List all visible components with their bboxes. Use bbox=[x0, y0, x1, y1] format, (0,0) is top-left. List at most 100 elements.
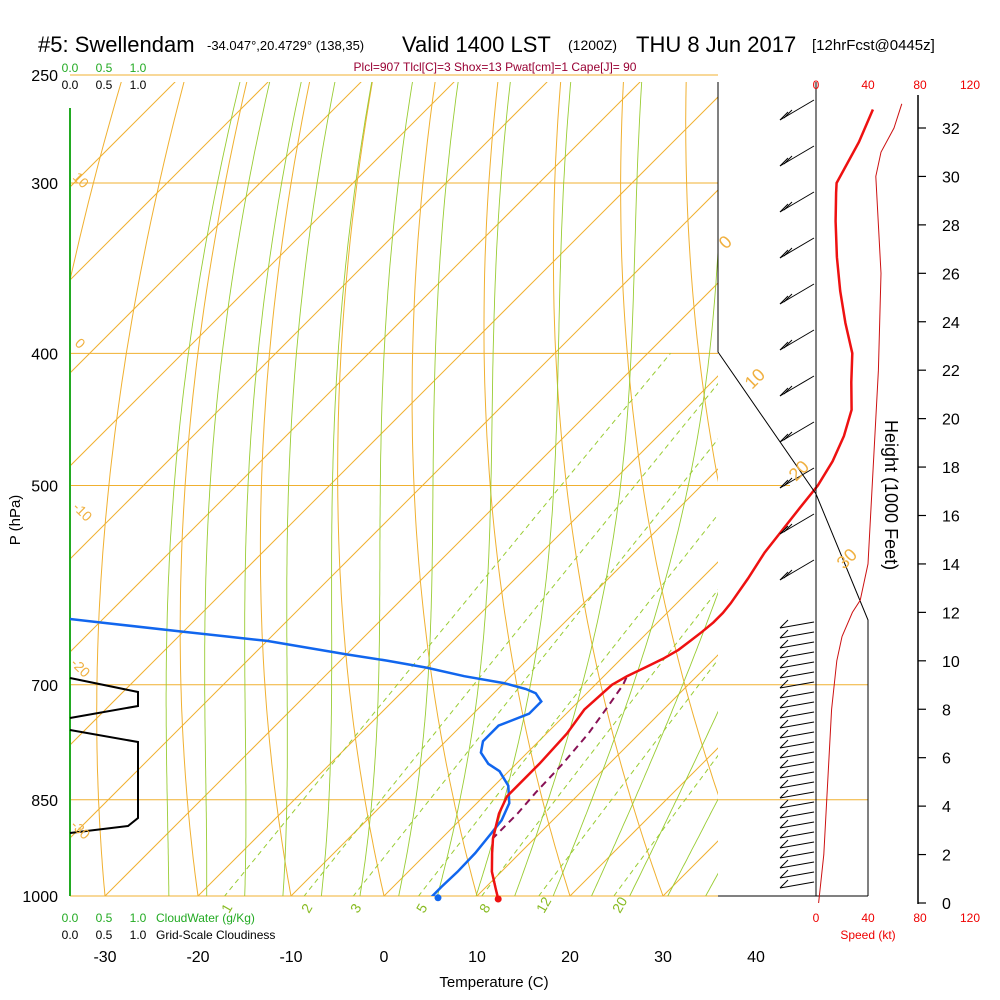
dry-adiabat-0 bbox=[337, 82, 385, 896]
height-tick-32: 32 bbox=[942, 121, 960, 138]
wind-barb bbox=[779, 839, 815, 849]
wind-barb bbox=[779, 809, 815, 819]
mixing-ratio-line-2 bbox=[303, 382, 718, 896]
wind-barb bbox=[779, 145, 815, 167]
cloudiness-tick-bottom-0: 0.0 bbox=[62, 928, 79, 942]
height-tick-16: 16 bbox=[942, 509, 960, 526]
wind-barb bbox=[779, 629, 815, 639]
dry-adiabat-40 bbox=[620, 82, 718, 796]
wind-barb bbox=[779, 819, 815, 829]
station-coords: -34.047°,20.4729° (138,35) bbox=[207, 38, 364, 53]
wind-barb bbox=[779, 769, 815, 779]
adiabat-label-0: 0 bbox=[72, 335, 89, 352]
isotherm--100 bbox=[70, 82, 269, 281]
height-tick-10: 10 bbox=[942, 654, 960, 671]
wind-barb bbox=[779, 669, 815, 679]
speed-tick-bottom-40: 40 bbox=[861, 911, 875, 925]
height-axis-label: Height (1000 Feet) bbox=[881, 420, 901, 570]
moist-adiabat-24 bbox=[591, 591, 718, 896]
wind-barb bbox=[779, 467, 815, 489]
wind-barb bbox=[779, 799, 815, 809]
temperature-axis-label: Temperature (C) bbox=[439, 974, 548, 991]
moist-adiabat-8 bbox=[436, 82, 511, 896]
isotherm-40 bbox=[756, 75, 1000, 896]
cloudiness-profile-lower bbox=[69, 729, 139, 834]
mixing-ratio-lines bbox=[224, 352, 718, 896]
temperature-tick--30: -30 bbox=[93, 949, 116, 966]
isotherm-label-10: 10 bbox=[741, 365, 769, 393]
wind-barb bbox=[779, 559, 815, 581]
wind-barb bbox=[779, 859, 815, 869]
adiabat-label-m30: -30 bbox=[68, 817, 94, 843]
speed-axis-label: Speed (kt) bbox=[840, 928, 895, 942]
isotherm-20 bbox=[569, 747, 718, 896]
moist-adiabat-12 bbox=[475, 82, 572, 896]
temperature-tick--20: -20 bbox=[186, 949, 209, 966]
wind-barb bbox=[779, 649, 815, 659]
height-tick-2: 2 bbox=[942, 848, 951, 865]
cloudiness-profile-upper bbox=[69, 677, 139, 719]
moist-adiabat--8 bbox=[282, 82, 336, 896]
dry-adiabats bbox=[70, 51, 1000, 925]
isotherm--40 bbox=[70, 189, 718, 839]
height-tick-28: 28 bbox=[942, 218, 960, 235]
dry-adiabat-20 bbox=[483, 82, 571, 896]
dry-adiabat--30 bbox=[96, 82, 185, 896]
temperature-tick-0: 0 bbox=[380, 949, 389, 966]
wind-barb bbox=[779, 639, 815, 649]
wind-barb bbox=[779, 99, 815, 121]
wind-barb bbox=[779, 719, 815, 729]
mixing-ratio-line-8 bbox=[481, 588, 718, 896]
speed-axis-top: 0 40 80 120 bbox=[813, 78, 981, 92]
adiabat-label-m10: -10 bbox=[70, 499, 96, 525]
pressure-axis-ticks: 250 300 400 500 700 850 1000 bbox=[22, 68, 58, 906]
speed-tick-top-40: 40 bbox=[861, 78, 875, 92]
isotherm--20 bbox=[197, 375, 718, 896]
height-tick-22: 22 bbox=[942, 363, 960, 380]
dry-adiabat-30 bbox=[552, 82, 664, 896]
dry-adiabat-50 bbox=[685, 82, 718, 483]
pressure-axis-label: P (hPa) bbox=[7, 495, 24, 546]
mixing-ratio-label-12: 12 bbox=[533, 894, 555, 916]
isotherm-labels: 0 10 20 30 10 0 -10 -20 -30 bbox=[68, 169, 861, 843]
moist-adiabat-16 bbox=[514, 82, 643, 896]
utc-time: (1200Z) bbox=[568, 37, 617, 53]
height-tick-24: 24 bbox=[942, 315, 960, 332]
dry-adiabat-70 bbox=[811, 51, 1000, 925]
wind-barb bbox=[779, 329, 815, 351]
wind-barb bbox=[779, 237, 815, 259]
mixing-ratio-line-3 bbox=[352, 438, 718, 896]
height-tick-0: 0 bbox=[942, 896, 951, 913]
isotherm-0 bbox=[383, 561, 718, 896]
cloudiness-label: Grid-Scale Cloudiness bbox=[156, 928, 275, 942]
wind-barb bbox=[779, 779, 815, 789]
isotherm-label-30: 30 bbox=[833, 545, 861, 573]
wind-barb bbox=[779, 689, 815, 699]
temperature-line bbox=[490, 109, 875, 900]
moist-adiabat--16 bbox=[204, 82, 271, 896]
wind-barb bbox=[779, 759, 815, 769]
height-tick-18: 18 bbox=[942, 460, 960, 477]
cloudiness-tick-bottom-1: 1.0 bbox=[130, 928, 147, 942]
cloudwater-scale-bottom: 0.0 0.5 1.0 CloudWater (g/Kg) 0.0 0.5 1.… bbox=[62, 911, 276, 942]
pressure-tick-1000: 1000 bbox=[22, 889, 58, 906]
isotherm--50 bbox=[70, 96, 718, 746]
temperature-tick-20: 20 bbox=[561, 949, 579, 966]
mixing-ratio-label-3: 3 bbox=[347, 901, 365, 916]
pressure-tick-700: 700 bbox=[31, 678, 58, 695]
isotherm--30 bbox=[104, 282, 718, 896]
moist-adiabat-0 bbox=[359, 82, 413, 896]
dry-adiabat-10 bbox=[411, 82, 478, 896]
isobar-lines bbox=[70, 74, 868, 897]
height-tick-30: 30 bbox=[942, 169, 960, 186]
surface-dewpoint-point bbox=[434, 894, 442, 902]
speed-tick-bottom-0: 0 bbox=[813, 911, 820, 925]
temperature-axis-ticks: -30 -20 -10 0 10 20 30 40 bbox=[93, 949, 765, 966]
dry-adiabat--20 bbox=[179, 82, 248, 896]
sounding-parameters: Plcl=907 Tlcl[C]=3 Shox=13 Pwat[cm]=1 Ca… bbox=[354, 60, 637, 74]
wind-barb bbox=[779, 739, 815, 749]
speed-tick-bottom-120: 120 bbox=[960, 911, 980, 925]
wind-barb bbox=[779, 749, 815, 759]
cloudwater-tick-bottom-05: 0.5 bbox=[96, 911, 113, 925]
